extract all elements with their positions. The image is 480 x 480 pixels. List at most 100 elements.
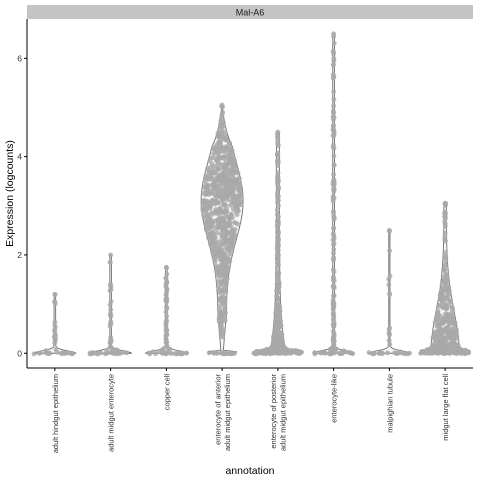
- x-tick-label: enterocyte of anterior: [213, 373, 222, 444]
- data-point: [331, 274, 336, 280]
- data-point: [107, 259, 113, 265]
- data-point: [443, 238, 448, 244]
- data-point: [179, 350, 185, 356]
- data-point: [331, 103, 337, 109]
- data-point: [447, 335, 453, 341]
- data-point: [53, 346, 59, 352]
- data-point: [214, 271, 220, 277]
- data-point: [331, 257, 336, 263]
- data-point: [331, 317, 336, 323]
- data-point: [108, 252, 114, 258]
- data-point: [217, 248, 223, 254]
- data-point: [451, 318, 457, 324]
- data-point: [275, 159, 280, 165]
- y-tick-label: 0: [17, 348, 22, 358]
- data-point: [331, 247, 337, 252]
- data-point: [331, 293, 337, 299]
- data-point: [275, 289, 281, 295]
- data-point: [225, 194, 230, 200]
- data-point: [233, 220, 239, 226]
- data-point: [331, 89, 337, 95]
- data-point: [66, 350, 72, 356]
- data-point: [231, 230, 237, 236]
- data-point: [230, 206, 236, 212]
- data-point: [331, 285, 337, 291]
- data-point: [331, 225, 336, 231]
- y-tick-label: 4: [17, 152, 22, 162]
- data-point: [435, 312, 440, 318]
- data-point: [161, 346, 166, 351]
- data-point: [387, 291, 392, 296]
- data-point: [217, 265, 223, 271]
- data-point: [114, 347, 120, 353]
- data-point: [204, 185, 210, 191]
- data-point: [215, 230, 220, 236]
- data-point: [274, 151, 280, 157]
- data-point: [331, 269, 337, 275]
- data-point: [164, 343, 170, 349]
- data-point: [221, 170, 226, 175]
- x-tick-label: copper cell: [162, 374, 171, 411]
- data-point: [465, 350, 471, 356]
- data-point: [216, 140, 222, 145]
- data-point: [436, 316, 441, 322]
- data-point: [222, 222, 228, 228]
- data-point: [288, 348, 294, 354]
- data-point: [275, 346, 281, 352]
- data-point: [218, 252, 224, 258]
- data-point: [216, 315, 222, 321]
- data-point: [108, 334, 114, 340]
- data-point: [200, 206, 206, 212]
- data-point: [236, 175, 242, 181]
- data-point: [274, 224, 280, 230]
- data-point: [279, 334, 285, 340]
- data-point: [43, 348, 49, 353]
- data-point: [432, 331, 438, 337]
- data-point: [236, 202, 242, 207]
- data-point: [221, 294, 226, 299]
- data-point: [275, 219, 280, 224]
- data-point: [38, 350, 43, 356]
- data-point: [220, 216, 226, 222]
- data-point: [221, 274, 227, 280]
- data-point: [219, 180, 225, 185]
- data-point: [441, 335, 447, 341]
- data-point: [220, 308, 226, 314]
- data-point: [222, 154, 227, 160]
- x-tick-label: adult midgut epithelium: [279, 374, 288, 451]
- data-point: [89, 351, 95, 357]
- data-point: [219, 227, 225, 233]
- data-point: [169, 351, 175, 357]
- data-point: [220, 192, 225, 198]
- x-tick-label: adult midgut epithelium: [223, 374, 232, 451]
- data-point: [312, 350, 318, 355]
- data-point: [225, 248, 231, 253]
- data-point: [220, 146, 226, 152]
- data-point: [442, 200, 448, 206]
- data-point: [222, 202, 228, 208]
- data-point: [272, 341, 278, 347]
- data-point: [107, 312, 113, 318]
- data-point: [442, 210, 448, 216]
- data-point: [233, 163, 238, 169]
- data-point: [386, 282, 392, 288]
- data-point: [447, 330, 453, 336]
- data-point: [227, 182, 233, 188]
- data-point: [107, 323, 113, 329]
- data-point: [275, 239, 281, 245]
- data-point: [331, 162, 337, 168]
- data-point: [231, 350, 237, 356]
- data-point: [216, 239, 222, 245]
- data-point: [219, 111, 225, 117]
- data-point: [437, 302, 442, 308]
- data-point: [221, 268, 227, 274]
- data-point: [237, 183, 243, 189]
- data-point: [442, 219, 448, 225]
- data-point: [439, 320, 444, 326]
- data-point: [206, 350, 212, 356]
- data-point: [52, 291, 58, 297]
- data-point: [262, 350, 267, 356]
- data-point: [450, 313, 456, 319]
- data-point: [96, 350, 101, 356]
